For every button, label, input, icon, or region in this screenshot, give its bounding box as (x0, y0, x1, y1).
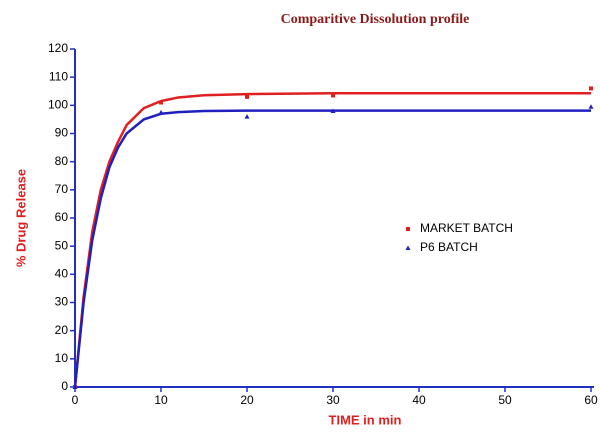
y-tick-label: 30 (55, 295, 69, 309)
y-tick-label: 70 (55, 182, 69, 196)
legend-label: MARKET BATCH (420, 221, 513, 235)
data-point (159, 100, 163, 105)
y-tick-label: 90 (55, 126, 69, 140)
x-tick-label: 30 (326, 393, 340, 407)
x-tick-label: 40 (412, 393, 426, 407)
x-tick-label: 20 (240, 393, 254, 407)
data-point (72, 384, 78, 389)
y-tick-label: 0 (61, 379, 68, 393)
y-tick-label: 60 (55, 210, 69, 224)
y-tick-label: 100 (48, 98, 68, 112)
y-tick-label: 120 (48, 41, 68, 55)
y-axis-label: % Drug Release (13, 169, 28, 267)
x-tick-label: 0 (72, 393, 79, 407)
y-tick-label: 20 (55, 323, 69, 337)
data-point (245, 94, 249, 99)
fit-curve (73, 91, 591, 388)
data-point (588, 104, 594, 109)
legend-label: P6 BATCH (420, 240, 478, 254)
data-point (158, 109, 164, 115)
x-tick-label: 60 (584, 393, 598, 407)
chart-title: Comparitive Dissolution profile (281, 12, 470, 27)
data-point (589, 86, 593, 91)
legend-marker (405, 245, 411, 250)
data-point (331, 93, 335, 98)
fit-curve (73, 109, 591, 388)
data-point (244, 114, 250, 119)
y-tick-label: 40 (55, 267, 69, 281)
x-axis-label: TIME in min (329, 412, 402, 427)
y-tick-label: 10 (55, 351, 69, 365)
x-tick-label: 10 (154, 393, 168, 407)
data-point (330, 108, 336, 113)
legend-marker (406, 227, 410, 231)
y-tick-label: 50 (55, 238, 69, 252)
y-tick-label: 80 (55, 154, 69, 168)
y-tick-label: 110 (49, 69, 68, 83)
x-tick-label: 50 (498, 393, 512, 407)
